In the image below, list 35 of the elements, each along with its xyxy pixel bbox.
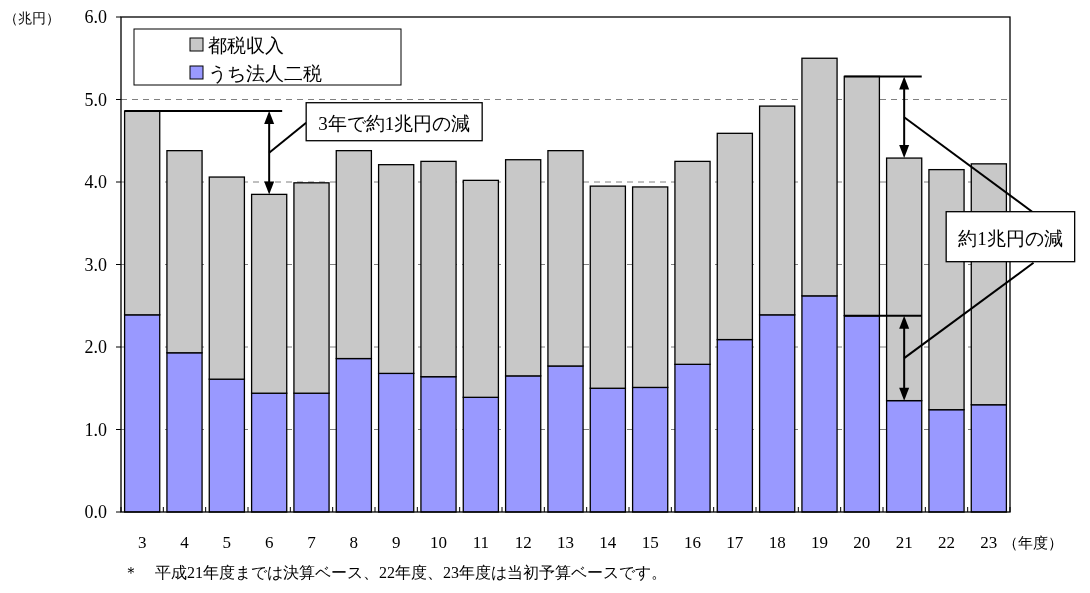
x-tick-label: 13	[557, 533, 574, 552]
y-tick-label: 1.0	[84, 419, 107, 440]
x-tick-label: 16	[684, 533, 701, 552]
legend-label: うち法人二税	[208, 63, 322, 84]
x-tick-label: 22	[938, 533, 955, 552]
x-tick-label: 19	[811, 533, 828, 552]
y-tick-label: 4.0	[84, 172, 107, 192]
x-tick-label: 10	[430, 533, 447, 552]
x-tick-label: 21	[895, 533, 913, 552]
annotation: 約1兆円の減	[958, 227, 1063, 249]
x-tick-label: 6	[264, 533, 274, 552]
x-axis-title: （年度）	[1002, 535, 1063, 551]
text: ＊ 平成21年度までは決算ベース、22年度、23年度は当初予算ベースです。	[123, 564, 667, 581]
x-tick-label: 7	[307, 533, 317, 552]
y-tick-label: 2.0	[84, 337, 107, 357]
legend-label: 都税収入	[208, 35, 284, 56]
x-tick-label: 3	[137, 533, 147, 552]
x-tick-label: 23	[980, 533, 998, 552]
y-tick-label: 5.0	[84, 89, 107, 110]
y-axis-title: （兆円）	[4, 11, 60, 26]
x-tick-label: 12	[514, 533, 532, 552]
x-tick-label: 20	[853, 533, 871, 552]
y-tick-label: 6.0	[84, 7, 107, 27]
x-tick-label: 11	[472, 533, 490, 552]
annotation: 3年で約1兆円の減	[318, 112, 471, 134]
x-tick-label: 17	[726, 533, 744, 552]
y-tick-label: 0.0	[84, 502, 107, 522]
x-tick-label: 8	[349, 533, 359, 552]
x-tick-label: 5	[222, 533, 232, 552]
x-tick-label: 18	[768, 533, 786, 552]
x-tick-label: 4	[180, 533, 190, 552]
y-tick-label: 3.0	[84, 254, 107, 275]
x-tick-label: 9	[391, 533, 401, 552]
x-tick-label: 14	[599, 533, 617, 552]
x-tick-label: 15	[641, 533, 659, 552]
